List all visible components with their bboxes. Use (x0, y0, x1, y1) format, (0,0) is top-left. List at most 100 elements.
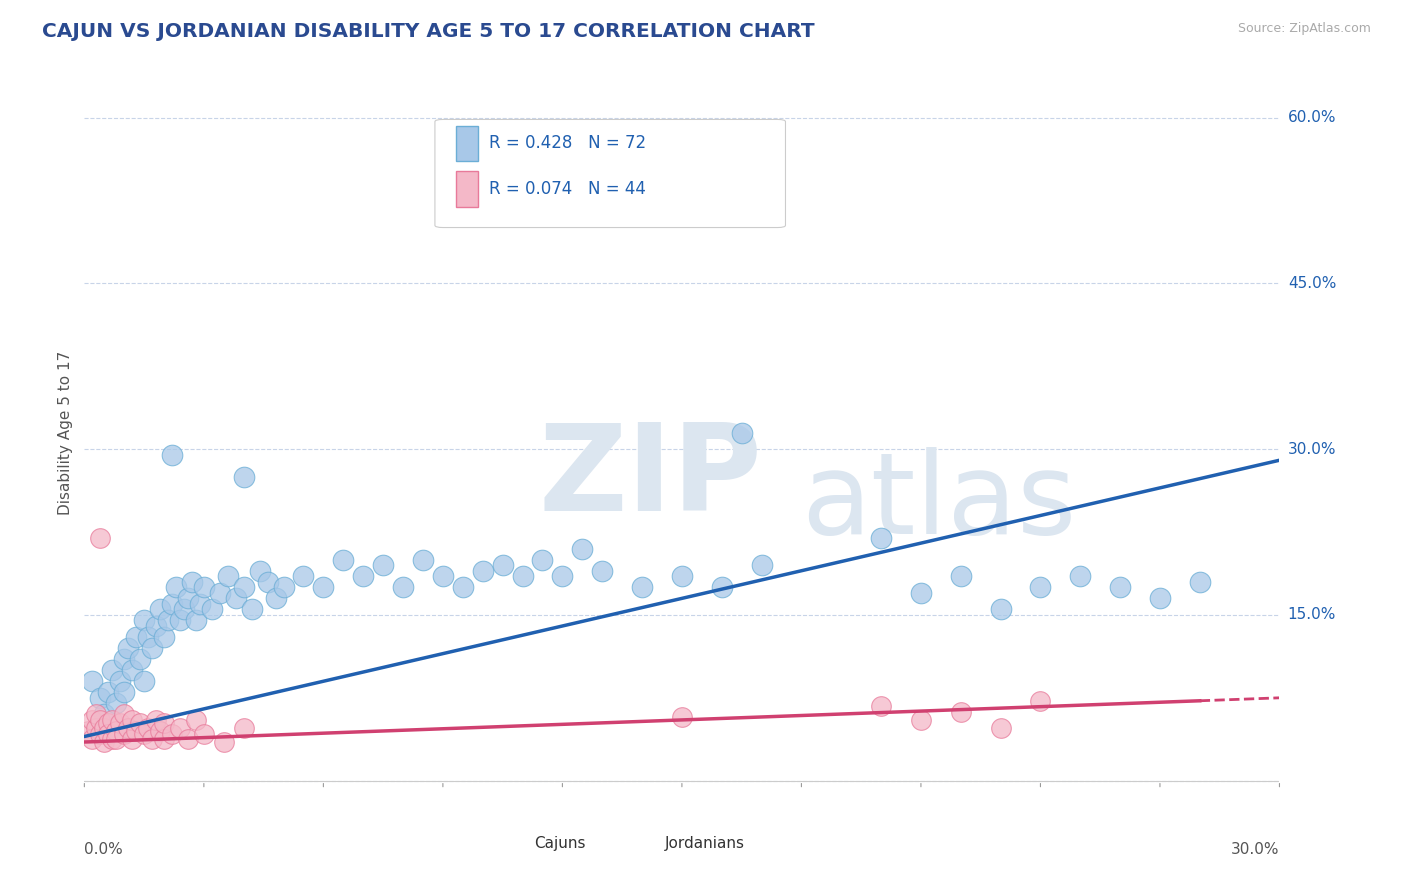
Point (1029, 580, 1052, 594)
Point (110, 674, 132, 689)
Point (184, 614, 207, 628)
Point (373, 558, 395, 573)
FancyBboxPatch shape (634, 832, 655, 855)
Point (145, 713, 167, 727)
Point (93, 707, 115, 722)
Point (177, 731, 200, 746)
FancyBboxPatch shape (457, 126, 478, 161)
Point (169, 721, 191, 735)
Text: CAJUN VS JORDANIAN DISABILITY AGE 5 TO 17 CORRELATION CHART: CAJUN VS JORDANIAN DISABILITY AGE 5 TO 1… (42, 22, 815, 41)
Point (332, 552, 354, 566)
Point (89, 531, 111, 545)
Point (232, 470, 254, 484)
Y-axis label: Disability Age 5 to 17: Disability Age 5 to 17 (58, 351, 73, 515)
Point (264, 591, 287, 606)
Point (136, 721, 159, 735)
Point (571, 541, 593, 556)
Point (751, 558, 773, 573)
Point (451, 580, 474, 594)
Text: Source: ZipAtlas.com: Source: ZipAtlas.com (1237, 22, 1371, 36)
Point (97, 716, 120, 731)
Point (141, 731, 163, 746)
Text: 15.0%: 15.0% (1288, 607, 1336, 623)
Point (153, 716, 176, 731)
Point (412, 552, 434, 566)
Point (1069, 569, 1091, 583)
Point (188, 597, 211, 611)
Point (217, 569, 239, 583)
Point (105, 731, 128, 746)
Point (82, 674, 104, 689)
Point (1149, 591, 1171, 606)
Point (731, 425, 754, 440)
Point (82, 731, 104, 746)
Text: R = 0.074   N = 44: R = 0.074 N = 44 (488, 180, 645, 198)
Point (129, 716, 152, 731)
Point (145, 619, 167, 633)
Point (97, 685, 120, 699)
Point (129, 652, 152, 666)
Point (101, 713, 124, 727)
Point (990, 721, 1012, 735)
Point (169, 614, 191, 628)
Point (249, 564, 271, 578)
Point (256, 574, 278, 589)
Point (208, 586, 231, 600)
Point (212, 735, 235, 749)
Point (551, 569, 574, 583)
Point (949, 705, 972, 719)
Point (153, 630, 176, 644)
Point (352, 569, 374, 583)
Text: R = 0.428   N = 72: R = 0.428 N = 72 (488, 135, 645, 153)
Point (136, 630, 159, 644)
Point (117, 641, 139, 656)
Point (157, 614, 180, 628)
FancyBboxPatch shape (503, 832, 524, 855)
Point (631, 580, 654, 594)
Point (591, 564, 613, 578)
Point (132, 614, 156, 628)
Point (232, 721, 254, 735)
Point (82, 713, 104, 727)
Point (97, 727, 120, 741)
Point (910, 713, 932, 727)
Point (471, 564, 494, 578)
Point (125, 723, 148, 738)
Point (110, 716, 132, 731)
Point (141, 641, 163, 656)
Point (160, 597, 183, 611)
Point (105, 697, 128, 711)
Point (193, 580, 215, 594)
Point (492, 558, 515, 573)
Point (132, 674, 156, 689)
Point (121, 663, 143, 677)
FancyBboxPatch shape (457, 171, 478, 207)
Point (312, 580, 335, 594)
Point (240, 602, 263, 616)
Point (117, 721, 139, 735)
Point (112, 727, 135, 741)
Text: ZIP: ZIP (538, 418, 762, 535)
Point (86, 721, 108, 735)
Point (392, 580, 415, 594)
Point (531, 552, 554, 566)
Point (121, 731, 143, 746)
Point (184, 713, 207, 727)
Point (121, 713, 143, 727)
Point (101, 731, 124, 746)
Point (112, 652, 135, 666)
Point (93, 721, 115, 735)
Point (671, 569, 693, 583)
Point (149, 602, 172, 616)
Point (160, 448, 183, 462)
Point (990, 602, 1012, 616)
Point (273, 580, 295, 594)
Point (870, 698, 893, 713)
Point (165, 580, 187, 594)
Point (910, 586, 932, 600)
Point (949, 569, 972, 583)
Text: 45.0%: 45.0% (1288, 276, 1336, 291)
Point (112, 707, 135, 722)
Text: 60.0%: 60.0% (1288, 111, 1336, 125)
Text: 0.0%: 0.0% (84, 842, 124, 856)
